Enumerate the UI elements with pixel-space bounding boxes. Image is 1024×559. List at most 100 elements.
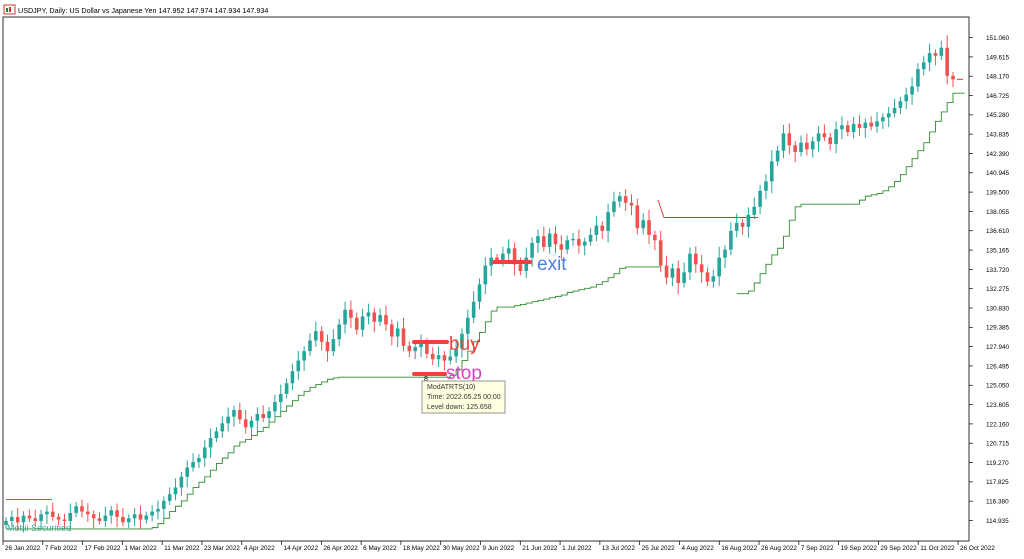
candle-body <box>4 520 8 525</box>
candle-body <box>682 272 686 284</box>
candle-body <box>419 343 423 348</box>
candle-body <box>910 86 914 95</box>
candle-body <box>121 516 125 523</box>
candle-body <box>845 125 850 132</box>
candle-body <box>197 458 201 463</box>
candle-body <box>916 69 920 87</box>
candle-body <box>799 142 803 153</box>
candle-body <box>278 393 283 402</box>
candle-body <box>489 257 493 266</box>
candle-body <box>208 438 213 448</box>
candle-body <box>80 506 84 512</box>
y-tick-label: 129.385 <box>986 325 1010 332</box>
plot-area[interactable] <box>2 16 970 542</box>
candle-body <box>477 284 482 302</box>
candle-body <box>623 196 628 203</box>
candle-body <box>62 519 67 521</box>
y-tick-label: 138.055 <box>986 209 1010 216</box>
x-tick-label: 23 Mar 2022 <box>204 545 240 552</box>
candle-body <box>904 94 909 102</box>
candle-body <box>577 238 581 246</box>
candle-body <box>828 137 833 144</box>
x-tick-label: 18 May 2022 <box>403 545 440 552</box>
exit-label: exit <box>537 254 567 275</box>
candle-body <box>395 328 400 337</box>
candle-body <box>653 234 657 241</box>
candle-body <box>238 410 242 420</box>
candle-body <box>501 253 505 261</box>
candle-body <box>132 514 137 519</box>
candle-body <box>220 423 225 432</box>
candle-body <box>641 220 645 229</box>
candle-body <box>711 276 716 282</box>
candle-body <box>343 309 347 325</box>
x-tick-label: 19 Sep 2022 <box>841 545 878 552</box>
candle-body <box>109 510 114 516</box>
candle-body <box>103 515 108 521</box>
candle-body <box>21 515 26 523</box>
x-tick-label: 26 Oct 2022 <box>960 545 995 552</box>
y-tick-label: 114.935 <box>986 518 1009 525</box>
candle-body <box>45 511 49 515</box>
candle-body <box>86 511 90 515</box>
candle-body <box>775 150 780 162</box>
candle-body <box>337 324 342 340</box>
candle-body <box>466 317 470 334</box>
candle-body <box>530 242 534 258</box>
candle-body <box>249 420 254 428</box>
y-tick-label: 133.720 <box>986 267 1010 274</box>
candle-body <box>167 494 172 501</box>
candle-body <box>144 515 149 520</box>
candle-body <box>740 222 745 227</box>
candle-body <box>629 202 634 206</box>
candle-body <box>723 249 727 258</box>
candle-body <box>413 347 417 352</box>
candle-body <box>606 212 610 231</box>
x-tick-label: 11 Oct 2022 <box>920 545 955 552</box>
candle-body <box>670 268 675 278</box>
x-tick-label: 16 Aug 2022 <box>721 545 757 552</box>
candle-body <box>261 414 266 419</box>
candle-body <box>483 265 488 285</box>
candle-body <box>547 233 552 247</box>
candle-body <box>693 253 698 265</box>
x-tick-label: 7 Feb 2022 <box>45 545 78 552</box>
candle-body <box>734 222 739 231</box>
candle-body <box>758 190 762 207</box>
candle-body <box>39 514 43 521</box>
x-tick-label: 4 Aug 2022 <box>681 545 714 552</box>
candle-body <box>214 431 219 439</box>
candle-body <box>588 234 593 242</box>
candle-body <box>536 236 540 243</box>
candle-body <box>518 264 523 271</box>
candle-body <box>460 333 464 349</box>
candle-body <box>933 53 938 56</box>
candle-body <box>571 238 575 241</box>
candle-body <box>746 214 751 227</box>
candle-body <box>764 181 768 191</box>
candle-body <box>74 506 78 513</box>
x-tick-label: 26 Apr 2022 <box>323 545 358 552</box>
candle-body <box>354 317 359 330</box>
candle-body <box>448 356 453 361</box>
tooltip-line-1: ModATRTS(10) <box>427 384 475 391</box>
x-tick-label: 26 Jan 2022 <box>5 545 41 552</box>
candle-body <box>15 516 20 523</box>
candle-body <box>945 47 949 76</box>
candle-body <box>793 145 797 153</box>
candle-body <box>308 340 312 352</box>
candle-body <box>787 133 792 146</box>
candle-body <box>834 129 838 144</box>
candle-body <box>284 383 289 394</box>
x-tick-label: 21 Jun 2022 <box>522 545 558 552</box>
candle-body <box>658 240 663 266</box>
x-tick-label: 1 Jul 2022 <box>562 545 592 552</box>
candle-body <box>162 500 166 509</box>
x-tick-label: 4 Apr 2022 <box>244 545 275 552</box>
candle-body <box>898 101 903 108</box>
candle-body <box>851 123 856 132</box>
candle-body <box>752 206 757 215</box>
candle-body <box>430 353 435 360</box>
